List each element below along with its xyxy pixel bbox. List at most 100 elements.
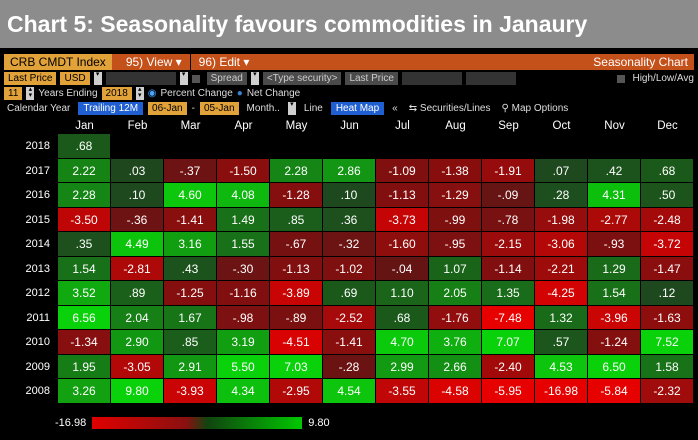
heatmap-cell[interactable]: 3.52 [58,281,111,306]
heatmap-cell[interactable]: -1.13 [270,256,323,281]
blank-field[interactable] [105,72,176,85]
heatmap-cell[interactable]: -1.91 [482,158,535,183]
heatmap-cell[interactable]: .07 [535,158,588,183]
heatmap-cell[interactable]: -1.24 [588,330,641,355]
heatmap-cell[interactable]: -2.15 [482,232,535,257]
heatmap-cell[interactable]: 1.54 [588,281,641,306]
view-menu[interactable]: 95) View ▾ [125,55,182,69]
percent-change-radio-icon[interactable]: ◉ [147,88,157,99]
heatmap-cell[interactable]: -.98 [217,305,270,330]
heatmap-cell[interactable]: 4.53 [535,354,588,379]
securities-lines-button[interactable]: ⇆ Securities/Lines [406,103,494,114]
heatmap-cell[interactable]: .85 [270,207,323,232]
map-options-button[interactable]: ⚲ Map Options [499,103,572,114]
heatmap-cell[interactable]: -3.50 [58,207,111,232]
heatmap-cell[interactable]: -.67 [270,232,323,257]
blank-field-3[interactable] [465,72,516,85]
heatmap-cell[interactable]: -3.93 [164,379,217,404]
heatmap-cell[interactable]: 4.08 [217,183,270,208]
heatmap-cell[interactable]: 1.10 [376,281,429,306]
heatmap-cell[interactable]: -.78 [482,207,535,232]
from-date-field[interactable]: 06-Jan [148,102,187,115]
currency-dropdown-icon[interactable]: ▾ [93,71,102,85]
heatmap-cell[interactable]: -2.48 [641,207,694,232]
heatmap-cell[interactable]: -3.06 [535,232,588,257]
heatmap-cell[interactable]: -.32 [323,232,376,257]
heatmap-cell[interactable]: -1.09 [376,158,429,183]
high-low-avg-checkbox[interactable] [617,74,626,83]
heatmap-cell[interactable]: 1.58 [641,354,694,379]
heatmap-cell[interactable]: .36 [323,207,376,232]
heatmap-cell[interactable]: -.95 [429,232,482,257]
security-input[interactable]: <Type security> [262,72,342,85]
heatmap-cell[interactable]: 4.34 [217,379,270,404]
heatmap-cell[interactable]: -3.55 [376,379,429,404]
heatmap-cell[interactable]: .10 [323,183,376,208]
heatmap-cell[interactable]: 2.28 [270,158,323,183]
years-count-field[interactable]: 11 [4,87,23,100]
price-field[interactable]: Last Price [4,72,57,85]
to-date-field[interactable]: 05-Jan [199,102,239,115]
heatmap-cell[interactable]: -1.25 [164,281,217,306]
heatmap-cell[interactable]: -3.96 [588,305,641,330]
heatmap-cell[interactable]: -7.48 [482,305,535,330]
heatmap-cell[interactable]: 2.22 [58,158,111,183]
heatmap-cell[interactable]: -1.38 [429,158,482,183]
heatmap-cell[interactable]: -5.95 [482,379,535,404]
heatmap-cell[interactable]: 4.60 [164,183,217,208]
heatmap-cell[interactable]: .42 [588,158,641,183]
heatmap-cell[interactable]: -3.73 [376,207,429,232]
heatmap-cell[interactable]: -1.41 [164,207,217,232]
heatmap-cell[interactable]: 3.26 [58,379,111,404]
heatmap-cell[interactable]: 2.91 [164,354,217,379]
heatmap-cell[interactable]: -.93 [588,232,641,257]
heatmap-cell[interactable]: 3.76 [429,330,482,355]
heatmap-cell[interactable]: 2.04 [111,305,164,330]
heatmap-cell[interactable]: -1.63 [641,305,694,330]
heatmap-cell[interactable]: 2.66 [429,354,482,379]
blank-field-2[interactable] [401,72,462,85]
line-button[interactable]: Line [303,103,323,114]
heatmap-cell[interactable]: -1.60 [376,232,429,257]
heatmap-cell[interactable]: -2.40 [482,354,535,379]
heatmap-cell[interactable]: .50 [641,183,694,208]
heatmap-cell[interactable]: -4.51 [270,330,323,355]
heatmap-cell[interactable]: .68 [376,305,429,330]
heatmap-cell[interactable]: -2.21 [535,256,588,281]
heatmap-cell[interactable]: -2.77 [588,207,641,232]
collapse-icon[interactable]: « [392,103,398,114]
blank-dropdown-icon[interactable]: ▾ [179,71,188,85]
heatmap-cell[interactable]: 9.80 [111,379,164,404]
ticker-field[interactable]: CRB CMDT Index [4,54,112,70]
heatmap-cell[interactable]: -2.32 [641,379,694,404]
trailing-12m-button[interactable]: Trailing 12M [78,102,144,115]
heatmap-cell[interactable]: .57 [535,330,588,355]
heatmap-cell[interactable]: .12 [641,281,694,306]
heatmap-cell[interactable]: 2.90 [111,330,164,355]
years-spinner-icon[interactable]: ▴ ▾ [26,86,35,100]
heatmap-cell[interactable]: 7.03 [270,354,323,379]
end-year-field[interactable]: 2018 [101,87,132,100]
heatmap-cell[interactable]: -1.76 [429,305,482,330]
heatmap-cell[interactable]: 4.70 [376,330,429,355]
heatmap-cell[interactable]: -1.16 [217,281,270,306]
heat-map-button[interactable]: Heat Map [330,102,385,115]
heatmap-cell[interactable]: 7.52 [641,330,694,355]
heatmap-cell[interactable]: 1.54 [58,256,111,281]
heatmap-cell[interactable]: -1.14 [482,256,535,281]
heatmap-cell[interactable]: -1.98 [535,207,588,232]
heatmap-cell[interactable]: -.28 [323,354,376,379]
heatmap-cell[interactable]: 4.49 [111,232,164,257]
heatmap-cell[interactable]: -.89 [270,305,323,330]
heatmap-cell[interactable]: .68 [641,158,694,183]
month-dropdown-icon[interactable]: ▾ [287,101,296,115]
heatmap-cell[interactable]: 2.28 [58,183,111,208]
heatmap-cell[interactable]: -2.95 [270,379,323,404]
heatmap-cell[interactable]: -3.05 [111,354,164,379]
heatmap-cell[interactable]: -3.72 [641,232,694,257]
spread-checkbox[interactable] [191,74,200,83]
heatmap-cell[interactable]: 1.55 [217,232,270,257]
heatmap-cell[interactable]: -5.84 [588,379,641,404]
month-dropdown[interactable]: Month.. [246,103,280,114]
end-year-spinner-icon[interactable]: ▴ ▾ [135,86,144,100]
